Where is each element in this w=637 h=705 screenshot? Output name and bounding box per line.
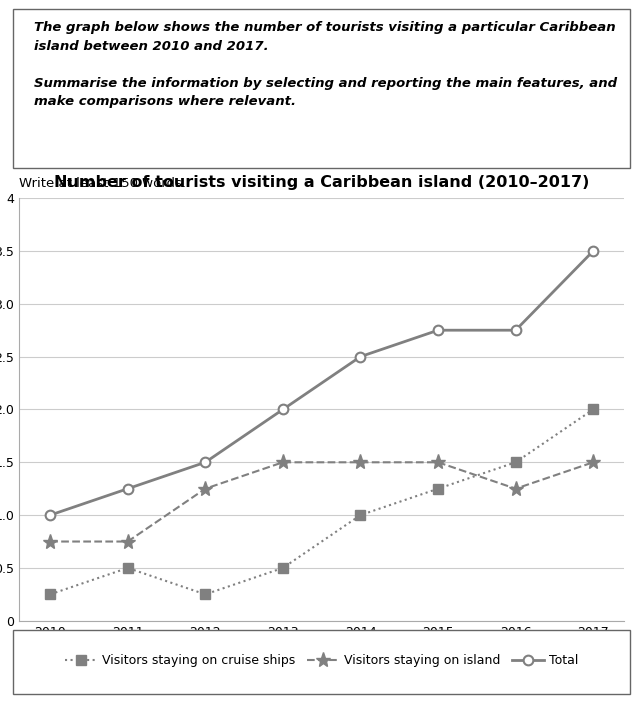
- Legend: Visitors staying on cruise ships, Visitors staying on island, Total: Visitors staying on cruise ships, Visito…: [61, 649, 583, 672]
- FancyBboxPatch shape: [13, 9, 631, 168]
- Text: The graph below shows the number of tourists visiting a particular Caribbean
isl: The graph below shows the number of tour…: [34, 21, 617, 109]
- FancyBboxPatch shape: [13, 630, 631, 694]
- Text: Write at least 150 words.: Write at least 150 words.: [19, 177, 186, 190]
- Title: Number of tourists visiting a Caribbean island (2010–2017): Number of tourists visiting a Caribbean …: [54, 175, 589, 190]
